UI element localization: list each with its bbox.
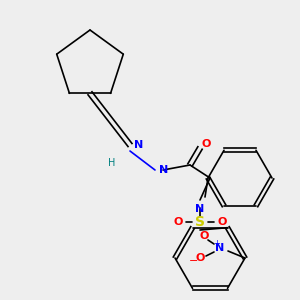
Text: N: N (134, 140, 143, 150)
Text: H: H (108, 158, 116, 168)
Text: O: O (202, 139, 211, 149)
Text: −: − (189, 256, 199, 266)
Text: O: O (173, 217, 183, 227)
Text: O: O (217, 217, 227, 227)
Text: +: + (214, 238, 220, 247)
Text: O: O (199, 231, 209, 241)
Text: O: O (195, 253, 205, 263)
Text: N: N (195, 204, 205, 214)
Text: N: N (159, 165, 168, 175)
Text: S: S (195, 215, 205, 229)
Text: N: N (215, 243, 225, 253)
